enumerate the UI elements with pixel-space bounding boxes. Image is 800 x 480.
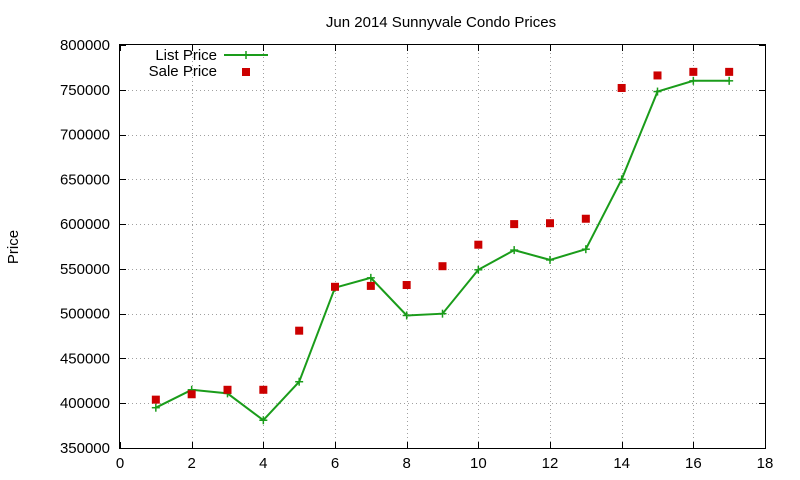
- x-tick-label: 14: [613, 455, 630, 472]
- y-tick-label: 350000: [60, 440, 110, 457]
- x-tick-label: 16: [685, 455, 702, 472]
- x-tick-label: 2: [187, 455, 195, 472]
- grid: [120, 45, 765, 448]
- y-tick-label: 800000: [60, 37, 110, 54]
- data-point: [259, 416, 268, 425]
- y-tick-label: 650000: [60, 171, 110, 188]
- data-point: [581, 214, 590, 223]
- data-point: [510, 246, 519, 255]
- legend-label-sale-price: Sale Price: [149, 63, 217, 80]
- data-point: [151, 403, 160, 412]
- data-point: [510, 220, 519, 229]
- data-point: [474, 265, 483, 274]
- series-1: [151, 67, 734, 404]
- data-point: [689, 67, 698, 76]
- data-point: [366, 281, 375, 290]
- data-point: [438, 309, 447, 318]
- legend-marker-sale-price: [242, 68, 250, 76]
- x-tick-label: 10: [470, 455, 487, 472]
- data-point: [223, 385, 232, 394]
- data-point: [474, 240, 483, 249]
- data-point: [617, 175, 626, 184]
- data-point: [546, 255, 554, 264]
- x-tick-label: 8: [402, 455, 410, 472]
- data-point: [725, 67, 734, 76]
- x-tick-label: 6: [331, 455, 339, 472]
- chart-title: Jun 2014 Sunnyvale Condo Prices: [326, 14, 556, 31]
- legend-label-list-price: List Price: [155, 47, 217, 64]
- y-tick-label: 550000: [60, 261, 110, 278]
- x-tick-label: 12: [542, 455, 559, 472]
- series-0: [151, 76, 734, 425]
- data-point: [438, 262, 447, 271]
- series: [151, 67, 734, 425]
- y-tick-label: 500000: [60, 306, 110, 323]
- y-tick-label: 700000: [60, 127, 110, 144]
- data-point: [653, 87, 662, 96]
- data-point: [653, 71, 662, 80]
- y-axis-label: Price: [5, 230, 22, 264]
- data-point: [402, 281, 411, 290]
- y-tick-label: 450000: [60, 350, 110, 367]
- legend-plus: [242, 51, 250, 59]
- legend: List Price Sale Price: [149, 47, 268, 80]
- y-tick-label: 400000: [60, 395, 110, 412]
- data-point: [366, 273, 375, 282]
- y-tick-label: 750000: [60, 82, 110, 99]
- y-tick-label: 600000: [60, 216, 110, 233]
- x-tick-label: 18: [757, 455, 774, 472]
- data-point: [151, 395, 160, 404]
- data-point: [725, 76, 734, 85]
- data-point: [617, 83, 626, 92]
- data-point: [689, 76, 698, 85]
- data-point: [187, 390, 196, 399]
- x-tick-label: 4: [259, 455, 267, 472]
- data-point: [581, 245, 590, 254]
- legend-marker-list-price: [242, 51, 250, 59]
- x-tick-label: 0: [116, 455, 124, 472]
- data-point: [331, 282, 339, 291]
- plot-frame: [119, 44, 766, 449]
- data-point: [259, 385, 268, 394]
- axis-ticks: 0 2 4 6 8 10 12 14 16 18 350000 400000 450000 500000 5…: [60, 37, 773, 472]
- legend-square: [242, 68, 250, 76]
- data-point: [402, 311, 411, 320]
- series-line: [155, 79, 730, 422]
- data-point: [546, 219, 554, 228]
- data-point: [295, 377, 304, 386]
- data-point: [295, 326, 304, 335]
